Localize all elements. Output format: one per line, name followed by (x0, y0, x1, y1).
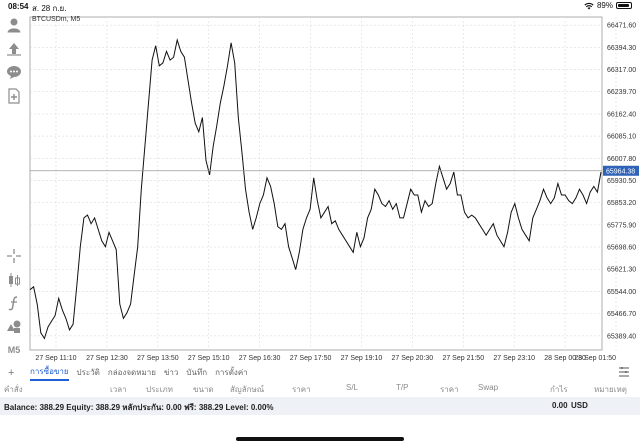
new-file-icon[interactable] (4, 86, 24, 106)
status-bar: 08:54 ส. 28 ก.ย. 89% (0, 0, 640, 13)
add-tab-button[interactable]: + (8, 366, 15, 379)
crosshair-icon[interactable] (4, 246, 24, 266)
x-tick-label: 27 Sep 13:50 (137, 355, 179, 362)
tab-trade[interactable]: การซื้อขาย (30, 365, 69, 381)
x-tick-label: 28 Sep 01:50 (574, 355, 616, 362)
objects-icon[interactable] (4, 316, 24, 336)
y-tick-label: 65621.30 (607, 267, 636, 274)
header-type[interactable]: ประเภท (146, 385, 173, 394)
y-tick-label: 65466.70 (607, 311, 636, 318)
header-current-price[interactable]: ราคา (440, 385, 459, 394)
y-tick-label: 65389.40 (607, 333, 636, 340)
tab-mailbox[interactable]: กล่องจดหมาย (107, 368, 156, 377)
tab-history[interactable]: ประวัติ (76, 368, 100, 377)
current-price-badge (603, 165, 639, 176)
x-tick-label: 27 Sep 11:10 (35, 355, 76, 362)
total-profit: 0.00 (552, 401, 568, 410)
y-tick-label: 66162.40 (607, 111, 636, 118)
x-tick-label: 27 Sep 23:10 (493, 355, 535, 362)
price-chart[interactable]: 66471.60 66394.30 66317.00 66239.70 66162.40… (28, 12, 640, 364)
tab-settings[interactable]: การตั้งค่า (215, 368, 248, 377)
header-order[interactable]: คำสั่ง (4, 385, 23, 394)
x-tick-label: 28 Sep 00:30 (544, 355, 586, 362)
chat-icon[interactable] (4, 62, 24, 82)
terminal-tabs: + การซื้อขาย ประวัติ กล่องจดหมาย ข่าว บั… (0, 364, 640, 381)
battery-percent: 89% (596, 1, 613, 10)
y-tick-label: 66394.30 (607, 45, 636, 52)
timeframe-label: M5 (7, 345, 21, 355)
status-date: ส. 28 ก.ย. (32, 4, 67, 13)
battery-fill (618, 4, 629, 7)
header-time[interactable]: เวลา (110, 385, 127, 394)
battery-icon (616, 2, 632, 9)
grid-layer (30, 17, 617, 350)
x-axis: 27 Sep 11:10 27 Sep 12:30 27 Sep 13:50 27 S… (35, 355, 616, 362)
symbol-label: BTCUSDm, M5 (32, 16, 80, 23)
y-tick-label: 65853.20 (607, 200, 636, 207)
x-tick-label: 27 Sep 20:30 (392, 355, 434, 362)
y-tick-label: 66085.10 (607, 134, 636, 141)
x-tick-label: 27 Sep 21:50 (442, 355, 484, 362)
y-tick-label: 66007.80 (607, 156, 636, 163)
tab-journal[interactable]: บันทึก (186, 368, 208, 377)
y-tick-label: 66317.00 (607, 67, 636, 74)
account-icon[interactable] (4, 15, 24, 35)
y-tick-label: 65775.90 (607, 222, 636, 229)
plot-frame (29, 16, 603, 351)
x-tick-label: 27 Sep 15:10 (188, 355, 230, 362)
y-tick-label: 66239.70 (607, 89, 636, 96)
orders-table-header: คำสั่ง เวลา ประเภท ขนาด สัญลักษณ์ ราคา S… (0, 381, 640, 395)
header-swap[interactable]: Swap (478, 383, 499, 392)
status-indicators: 89% (584, 1, 632, 10)
trade-icon[interactable] (4, 38, 24, 58)
header-volume[interactable]: ขนาด (193, 385, 214, 394)
x-tick-label: 27 Sep 19:10 (341, 355, 383, 362)
header-symbol[interactable]: สัญลักษณ์ (230, 385, 265, 394)
panel-toggle-icon[interactable] (618, 367, 630, 377)
balance-row: Balance: 388.29 Equity: 388.29 หลักประกั… (0, 397, 640, 415)
header-sl[interactable]: S/L (346, 383, 359, 392)
tab-news[interactable]: ข่าว (163, 368, 179, 377)
home-indicator[interactable] (236, 437, 404, 441)
price-series-line (29, 38, 602, 340)
header-price[interactable]: ราคา (292, 385, 311, 394)
current-price-label: 65964.38 (606, 168, 635, 175)
left-toolbar: M5 (0, 12, 28, 362)
account-currency: USD (571, 401, 588, 410)
indicator-icon[interactable] (4, 293, 24, 313)
y-tick-label: 65544.00 (607, 289, 636, 296)
header-comment[interactable]: หมายเหตุ (594, 385, 627, 394)
x-tick-label: 27 Sep 12:30 (86, 355, 128, 362)
x-tick-label: 27 Sep 17:50 (290, 355, 332, 362)
header-tp[interactable]: T/P (396, 383, 409, 392)
balance-summary: Balance: 388.29 Equity: 388.29 หลักประกั… (4, 403, 274, 412)
x-tick-label: 27 Sep 16:30 (239, 355, 281, 362)
chart-type-icon[interactable] (4, 270, 24, 290)
y-axis: 66471.60 66394.30 66317.00 66239.70 66162.40… (607, 23, 636, 341)
y-tick-label: 65930.50 (607, 178, 636, 185)
timeframe-button[interactable]: M5 (4, 340, 24, 360)
y-tick-label: 65698.60 (607, 245, 636, 252)
chart-canvas[interactable]: 66471.60 66394.30 66317.00 66239.70 66162.40… (28, 12, 640, 364)
header-profit[interactable]: กำไร (550, 385, 568, 394)
y-tick-label: 66471.60 (607, 23, 636, 30)
wifi-icon (584, 2, 594, 9)
status-time: 08:54 (8, 2, 29, 11)
